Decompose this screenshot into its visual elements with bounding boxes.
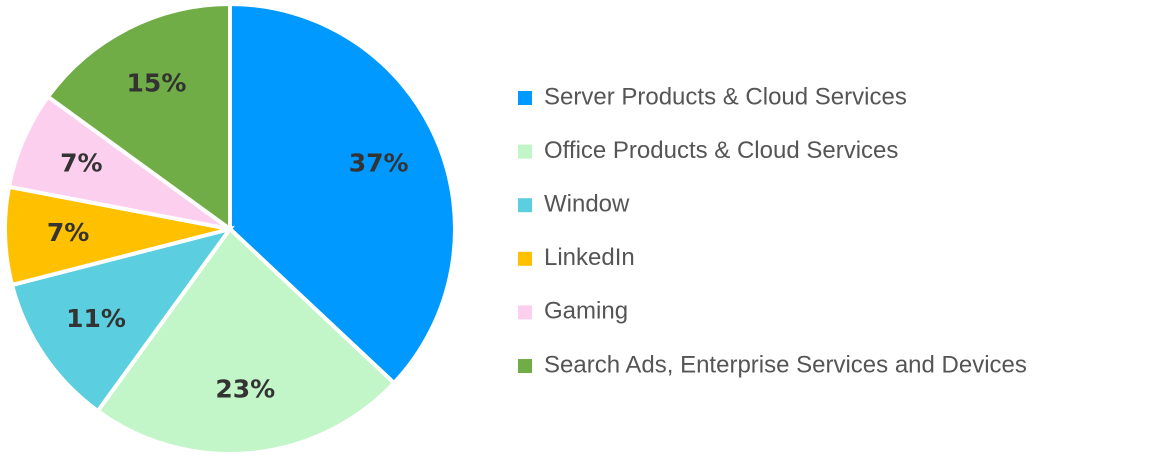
pie-slice <box>9 225 235 414</box>
slice-label: 37% <box>349 149 409 178</box>
pie-slice <box>94 225 397 456</box>
legend-label: LinkedIn <box>544 244 635 271</box>
slice-label: 15% <box>127 69 187 98</box>
pie-slice <box>45 1 232 233</box>
legend-swatch <box>518 144 532 159</box>
pie-slice <box>228 1 457 386</box>
legend-label: Search Ads, Enterprise Services and Devi… <box>544 351 1027 378</box>
legend-label: Office Products & Cloud Services <box>544 137 898 164</box>
slice-label: 7% <box>47 218 89 247</box>
legend-swatch <box>518 359 532 373</box>
legend-label: Gaming <box>544 298 628 325</box>
legend-swatch <box>518 91 532 105</box>
slice-label: 7% <box>60 149 102 178</box>
legend-swatch <box>518 305 532 320</box>
legend-label: Server Products & Cloud Services <box>544 83 907 110</box>
legend-swatch <box>518 251 532 266</box>
legend-swatch <box>518 198 532 213</box>
slice-label: 23% <box>215 374 275 403</box>
legend-label: Window <box>544 191 630 218</box>
slice-label: 11% <box>66 304 126 333</box>
